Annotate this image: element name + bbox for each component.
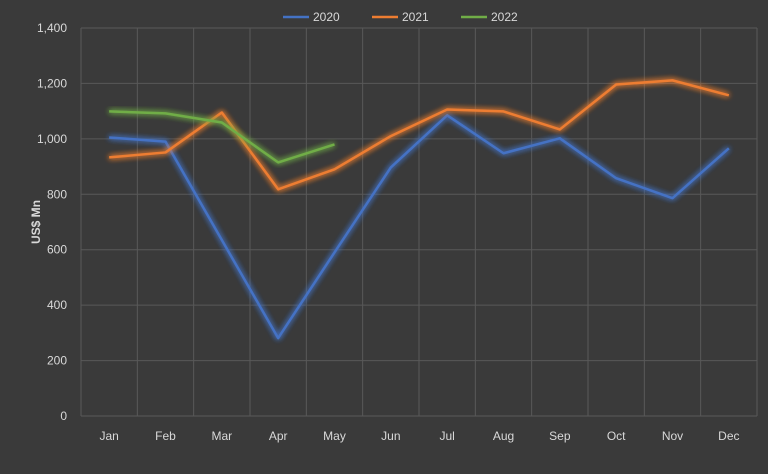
x-tick-label: Jul (439, 429, 454, 443)
x-tick-label: May (323, 429, 346, 443)
x-tick-label: Nov (662, 429, 683, 443)
x-tick-label: Aug (493, 429, 514, 443)
y-tick-label: 1,000 (37, 132, 67, 146)
y-tick-label: 400 (47, 298, 67, 312)
y-tick-label: 800 (47, 187, 67, 201)
y-tick-label: 1,200 (37, 76, 67, 90)
y-axis-label: US$ Mn (29, 200, 43, 244)
x-tick-label: Feb (155, 429, 176, 443)
legend-label-2022: 2022 (491, 10, 518, 24)
x-tick-label: Mar (211, 429, 232, 443)
x-tick-label: Sep (549, 429, 571, 443)
legend-label-2021: 2021 (402, 10, 429, 24)
y-tick-label: 0 (60, 409, 67, 423)
x-tick-label: Dec (718, 429, 739, 443)
x-tick-label: Jan (99, 429, 118, 443)
x-tick-label: Jun (381, 429, 400, 443)
x-tick-label: Apr (269, 429, 288, 443)
y-tick-label: 600 (47, 243, 67, 257)
legend-label-2020: 2020 (313, 10, 340, 24)
y-tick-label: 200 (47, 354, 67, 368)
x-tick-label: Oct (607, 429, 626, 443)
y-tick-label: 1,400 (37, 21, 67, 35)
